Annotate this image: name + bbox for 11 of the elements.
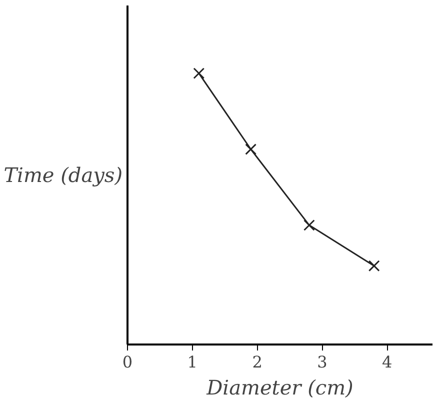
x-tick-label: 2	[252, 352, 262, 372]
x-axis-title: Diameter (cm)	[206, 376, 354, 400]
x-tick-label: 0	[122, 352, 133, 372]
point	[368, 260, 380, 272]
point	[245, 144, 256, 155]
y-axis-title: Time (days)	[4, 163, 123, 187]
x-tick-label: 3	[317, 352, 328, 372]
point	[193, 68, 205, 79]
point	[304, 219, 315, 231]
x-tick-label: 4	[382, 352, 392, 372]
x-tick-label: 1	[187, 352, 198, 372]
